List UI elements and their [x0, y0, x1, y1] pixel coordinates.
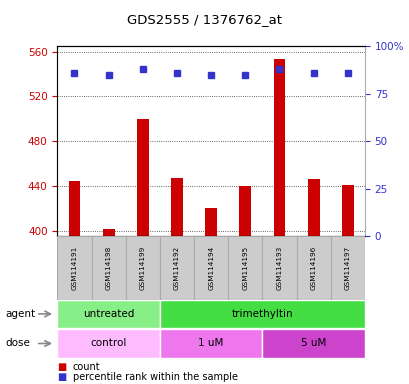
Text: percentile rank within the sample: percentile rank within the sample	[73, 372, 237, 382]
Bar	[57, 300, 160, 328]
Bar	[296, 236, 330, 300]
Bar	[57, 236, 91, 300]
Bar	[57, 329, 160, 358]
Text: GDS2555 / 1376762_at: GDS2555 / 1376762_at	[127, 13, 282, 26]
Text: control: control	[90, 338, 126, 349]
Bar	[160, 329, 262, 358]
Text: GSM114193: GSM114193	[276, 246, 282, 290]
Bar	[262, 236, 296, 300]
Bar	[137, 119, 148, 236]
Bar	[204, 208, 217, 236]
Text: untreated: untreated	[83, 309, 134, 319]
Text: GSM114195: GSM114195	[242, 246, 248, 290]
Bar	[330, 236, 364, 300]
Bar	[160, 236, 193, 300]
Bar	[307, 179, 319, 236]
Bar	[160, 300, 364, 328]
Text: GSM114196: GSM114196	[310, 246, 316, 290]
Bar	[239, 186, 251, 236]
Bar	[91, 236, 126, 300]
Text: GSM114192: GSM114192	[173, 246, 180, 290]
Bar	[341, 185, 353, 236]
Bar	[262, 329, 364, 358]
Text: 5 uM: 5 uM	[300, 338, 326, 349]
Bar	[68, 181, 80, 236]
Bar	[126, 236, 160, 300]
Bar	[228, 236, 262, 300]
Text: trimethyltin: trimethyltin	[231, 309, 292, 319]
Text: GSM114197: GSM114197	[344, 246, 350, 290]
Text: ■: ■	[57, 362, 67, 372]
Bar	[193, 236, 228, 300]
Text: ■: ■	[57, 372, 67, 382]
Bar	[102, 230, 115, 236]
Bar	[273, 60, 285, 236]
Text: GSM114194: GSM114194	[208, 246, 213, 290]
Text: GSM114191: GSM114191	[71, 246, 77, 290]
Text: count: count	[73, 362, 100, 372]
Text: GSM114199: GSM114199	[139, 246, 146, 290]
Text: dose: dose	[5, 338, 30, 348]
Bar	[171, 178, 182, 236]
Text: GSM114198: GSM114198	[106, 246, 111, 290]
Text: 1 uM: 1 uM	[198, 338, 223, 349]
Text: agent: agent	[5, 309, 35, 319]
